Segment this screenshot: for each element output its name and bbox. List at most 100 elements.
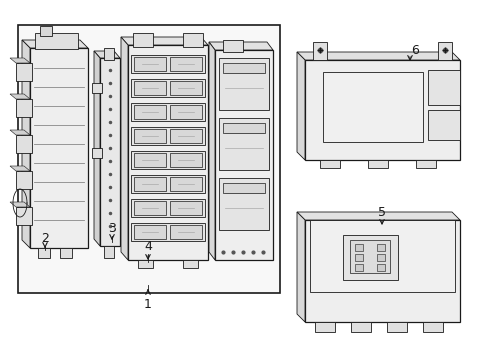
Bar bbox=[92, 148, 102, 158]
Bar bbox=[207, 133, 218, 153]
Polygon shape bbox=[312, 42, 326, 60]
Bar bbox=[128, 45, 207, 260]
Bar bbox=[131, 151, 204, 169]
Bar bbox=[376, 244, 384, 251]
Bar bbox=[170, 177, 202, 191]
Text: 3: 3 bbox=[108, 221, 116, 234]
Polygon shape bbox=[208, 42, 215, 260]
Bar bbox=[170, 129, 202, 143]
Bar bbox=[219, 118, 268, 170]
Polygon shape bbox=[10, 130, 30, 135]
Bar bbox=[323, 72, 422, 142]
Bar bbox=[183, 33, 203, 47]
Polygon shape bbox=[22, 40, 30, 248]
Bar bbox=[305, 220, 459, 322]
Bar bbox=[60, 248, 72, 258]
Polygon shape bbox=[208, 42, 272, 50]
Bar bbox=[305, 60, 459, 160]
Bar bbox=[104, 246, 114, 258]
Bar bbox=[223, 63, 264, 73]
Polygon shape bbox=[10, 94, 30, 99]
Text: 1: 1 bbox=[144, 297, 152, 310]
Bar bbox=[183, 260, 198, 268]
Bar bbox=[215, 50, 272, 260]
Bar bbox=[92, 83, 102, 93]
Bar bbox=[134, 177, 165, 191]
Bar bbox=[16, 135, 32, 153]
Polygon shape bbox=[121, 37, 207, 45]
Bar bbox=[415, 160, 435, 168]
Bar bbox=[131, 79, 204, 97]
Bar bbox=[38, 248, 50, 258]
Bar bbox=[354, 254, 362, 261]
Polygon shape bbox=[296, 212, 305, 322]
Bar bbox=[138, 260, 153, 268]
Bar bbox=[422, 322, 442, 332]
Polygon shape bbox=[10, 202, 30, 207]
Polygon shape bbox=[22, 40, 88, 48]
Bar bbox=[134, 105, 165, 119]
Bar bbox=[376, 264, 384, 271]
Polygon shape bbox=[296, 212, 459, 220]
Bar bbox=[131, 175, 204, 193]
Bar bbox=[131, 199, 204, 217]
Bar bbox=[170, 153, 202, 167]
Bar bbox=[16, 63, 32, 81]
Bar bbox=[207, 75, 218, 95]
Bar bbox=[40, 26, 52, 36]
Bar bbox=[134, 201, 165, 215]
Polygon shape bbox=[296, 52, 459, 60]
Bar bbox=[376, 254, 384, 261]
Bar bbox=[16, 171, 32, 189]
Polygon shape bbox=[94, 51, 100, 246]
Bar bbox=[367, 160, 387, 168]
Bar bbox=[131, 103, 204, 121]
Bar bbox=[309, 220, 454, 292]
Bar bbox=[131, 223, 204, 241]
Bar bbox=[134, 81, 165, 95]
Bar bbox=[104, 48, 114, 60]
Bar bbox=[134, 225, 165, 239]
Bar bbox=[134, 57, 165, 71]
Bar bbox=[314, 322, 334, 332]
Bar bbox=[386, 322, 406, 332]
Polygon shape bbox=[94, 51, 120, 58]
Text: 5: 5 bbox=[377, 207, 385, 220]
Bar bbox=[30, 48, 88, 248]
Bar bbox=[170, 105, 202, 119]
Bar bbox=[170, 81, 202, 95]
Bar bbox=[219, 178, 268, 230]
Bar bbox=[170, 225, 202, 239]
Bar bbox=[223, 123, 264, 133]
Polygon shape bbox=[296, 52, 305, 160]
Bar bbox=[342, 235, 397, 280]
Bar bbox=[18, 25, 280, 293]
Polygon shape bbox=[10, 166, 30, 171]
Bar bbox=[16, 207, 32, 225]
Bar bbox=[427, 110, 459, 140]
Bar bbox=[350, 322, 370, 332]
Bar bbox=[319, 160, 339, 168]
Bar bbox=[35, 33, 78, 49]
Bar bbox=[170, 57, 202, 71]
Bar bbox=[16, 99, 32, 117]
Bar bbox=[223, 183, 264, 193]
Text: 4: 4 bbox=[144, 239, 152, 252]
Bar bbox=[349, 240, 389, 273]
Text: 6: 6 bbox=[410, 44, 418, 57]
Polygon shape bbox=[121, 37, 128, 260]
Bar bbox=[134, 153, 165, 167]
Bar bbox=[354, 244, 362, 251]
Bar bbox=[207, 191, 218, 211]
Text: 2: 2 bbox=[41, 231, 49, 244]
Bar bbox=[100, 58, 120, 246]
Bar bbox=[223, 40, 243, 52]
Bar bbox=[131, 55, 204, 73]
Polygon shape bbox=[10, 58, 30, 63]
Bar bbox=[170, 201, 202, 215]
Bar bbox=[219, 58, 268, 110]
Bar bbox=[354, 264, 362, 271]
Polygon shape bbox=[437, 42, 451, 60]
Bar bbox=[134, 129, 165, 143]
Bar bbox=[133, 33, 153, 47]
